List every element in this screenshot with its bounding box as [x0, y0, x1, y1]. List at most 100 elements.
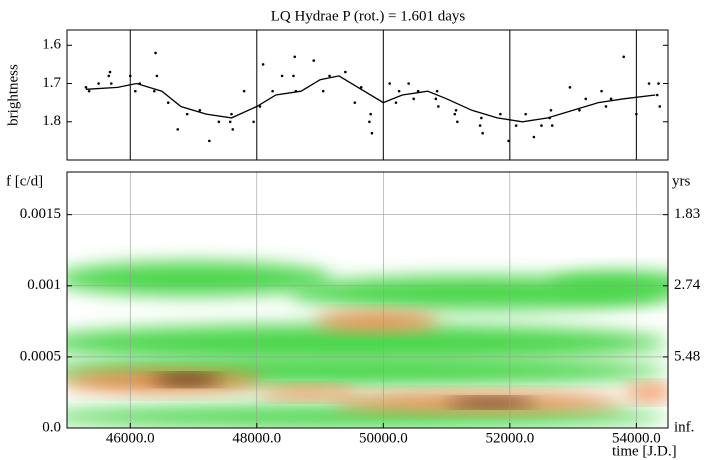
data-point — [84, 86, 88, 89]
data-point — [456, 120, 459, 124]
y-axis-label: f [c/d] — [6, 173, 43, 189]
data-point — [499, 112, 502, 116]
spectral-blob — [313, 312, 441, 330]
data-point — [87, 89, 91, 93]
x-tick-label: 50000.0 — [359, 430, 408, 446]
data-point — [242, 89, 246, 93]
data-point — [292, 74, 295, 78]
data-point — [154, 51, 157, 55]
chart-title: LQ Hydrae P (rot.) = 1.601 days — [271, 8, 466, 24]
data-point — [532, 135, 536, 139]
data-point — [271, 89, 274, 93]
data-point — [369, 112, 372, 116]
spectral-blob — [446, 398, 536, 406]
x-tick-label: 48000.0 — [232, 430, 281, 446]
data-point — [359, 86, 363, 89]
data-point — [231, 128, 235, 131]
data-point — [657, 82, 660, 85]
data-point — [658, 105, 662, 108]
y2-tick-label: inf. — [674, 419, 694, 435]
y-tick-label: 1.8 — [42, 113, 61, 129]
data-point — [416, 89, 420, 93]
data-point — [480, 116, 483, 120]
data-point — [584, 97, 588, 101]
data-point — [370, 131, 374, 135]
y2-tick-label: 2.74 — [674, 277, 701, 293]
data-point — [435, 89, 439, 93]
data-point — [604, 105, 608, 108]
data-point — [153, 89, 156, 93]
bottom-frame — [66, 171, 669, 429]
data-point — [397, 89, 401, 93]
spectral-blob — [67, 261, 333, 296]
data-point — [434, 97, 438, 101]
x-axis-label: time [J.D.] — [612, 443, 677, 459]
spectral-blob — [152, 375, 222, 384]
y-tick-label: 0.0 — [42, 419, 61, 435]
data-point — [107, 74, 111, 78]
data-point — [217, 120, 221, 124]
data-point — [321, 89, 325, 93]
data-point — [261, 63, 265, 66]
data-point — [507, 139, 510, 143]
data-point — [540, 124, 543, 127]
data-point — [252, 120, 255, 124]
spectral-blob — [623, 385, 668, 400]
data-point — [454, 108, 458, 112]
data-point — [600, 89, 603, 93]
data-point — [166, 101, 170, 104]
data-point — [655, 93, 659, 97]
y-tick-label: 0.0005 — [20, 348, 61, 364]
data-point — [481, 131, 484, 135]
data-point — [230, 112, 233, 116]
heatmap — [67, 172, 668, 428]
data-point — [109, 82, 113, 85]
data-point — [524, 112, 527, 116]
spectral-blob — [67, 324, 668, 362]
data-point — [155, 74, 159, 78]
x-tick-label: 54000.0 — [612, 430, 661, 446]
y2-tick-label: 5.48 — [674, 348, 700, 364]
data-point — [514, 124, 518, 127]
data-point — [394, 101, 398, 104]
data-point — [412, 97, 415, 101]
y-tick-label: 1.7 — [42, 75, 61, 91]
data-point — [198, 108, 202, 112]
data-point — [258, 105, 262, 108]
data-point — [647, 82, 651, 85]
y2-tick-label: 1.83 — [674, 206, 700, 222]
data-point — [453, 112, 457, 116]
x-tick-label: 52000.0 — [485, 430, 534, 446]
data-point — [622, 55, 626, 59]
data-point — [353, 101, 357, 104]
data-point — [568, 86, 572, 89]
data-point — [478, 124, 482, 127]
data-point — [609, 97, 613, 101]
y2-axis-label: yrs — [672, 173, 690, 189]
data-point — [280, 74, 284, 78]
data-point — [293, 55, 297, 59]
data-point — [328, 74, 331, 78]
data-point — [344, 70, 347, 74]
y-axis-label: brightness — [5, 64, 21, 126]
data-point — [550, 124, 554, 127]
data-point — [128, 74, 132, 78]
data-point — [176, 128, 180, 131]
data-point — [437, 105, 440, 108]
y-tick-label: 0.001 — [27, 277, 61, 293]
y-tick-label: 0.0015 — [20, 206, 61, 222]
data-point — [185, 112, 189, 116]
data-point — [368, 120, 371, 124]
data-point — [407, 82, 410, 85]
spectral-blob — [256, 386, 359, 399]
data-point — [228, 120, 232, 124]
data-point — [312, 59, 316, 62]
spectral-blob — [67, 405, 668, 428]
y-tick-label: 1.6 — [42, 37, 61, 53]
data-point — [388, 82, 391, 85]
data-point — [208, 139, 211, 143]
trend-line — [85, 75, 656, 123]
data-point — [578, 108, 581, 112]
top-frame — [66, 29, 669, 161]
